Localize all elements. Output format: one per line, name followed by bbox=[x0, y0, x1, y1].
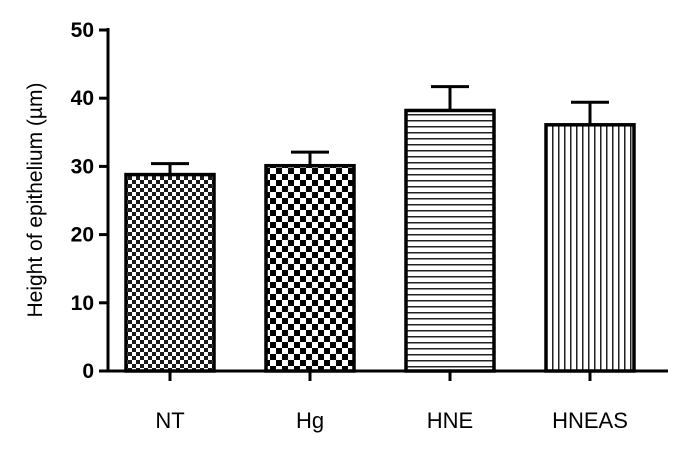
y-axis-title: Height of epithelium (µm) bbox=[24, 82, 47, 317]
x-tick-label-HNEAS: HNEAS bbox=[552, 408, 628, 433]
y-axis: 0 10 20 30 40 50 bbox=[71, 19, 110, 383]
x-axis: NT Hg HNE HNEAS bbox=[108, 369, 668, 433]
x-tick-label-NT: NT bbox=[155, 408, 184, 433]
y-tick-label-50: 50 bbox=[71, 19, 94, 42]
bar-Hg bbox=[264, 163, 356, 373]
bars bbox=[124, 85, 636, 373]
y-tick-label-20: 20 bbox=[71, 224, 94, 247]
x-tick-label-HNE: HNE bbox=[427, 408, 473, 433]
y-tick-label-0: 0 bbox=[82, 360, 94, 383]
y-tick-label-40: 40 bbox=[71, 87, 94, 110]
x-tick-label-Hg: Hg bbox=[296, 408, 324, 433]
y-tick-label-10: 10 bbox=[71, 292, 94, 315]
y-tick-label-30: 30 bbox=[71, 155, 94, 178]
bar-NT bbox=[124, 172, 216, 373]
bar-HNE bbox=[404, 108, 496, 373]
bar-HNEAS bbox=[544, 123, 636, 373]
